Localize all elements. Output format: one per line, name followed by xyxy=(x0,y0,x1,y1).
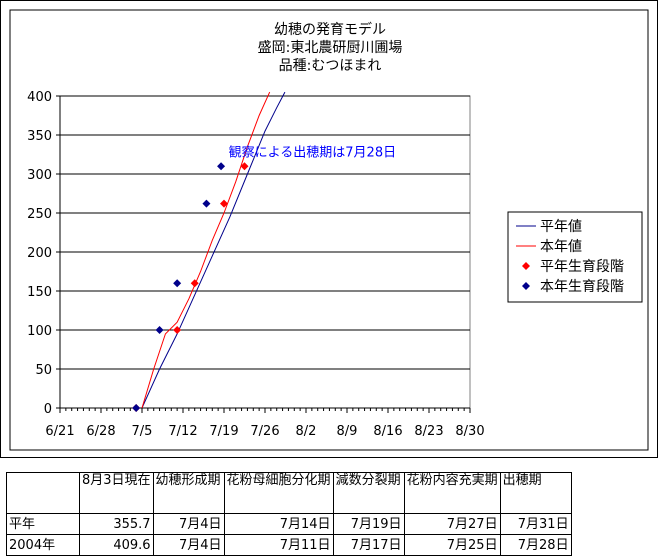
legend-swatch-marker xyxy=(522,282,530,290)
legend-label: 本年値 xyxy=(540,239,582,255)
table-header-corner xyxy=(6,472,80,514)
table-cell: 7月4日 xyxy=(152,534,225,556)
series-point xyxy=(155,326,164,334)
chart-title-line: 幼穂の発育モデル xyxy=(274,21,386,38)
table-cell: 7月14日 xyxy=(223,513,334,535)
y-tick-label: 250 xyxy=(27,207,52,222)
table-cell: 7月31日 xyxy=(499,513,572,535)
x-tick-label: 7/26 xyxy=(250,424,279,439)
x-tick-label: 6/21 xyxy=(45,424,74,439)
series-point xyxy=(202,199,211,208)
series-point xyxy=(217,162,226,171)
table-header-cell: 出穂期 xyxy=(499,472,572,514)
table-cell: 7月27日 xyxy=(403,513,501,535)
table-header-cell: 花粉内容充実期 xyxy=(403,472,501,514)
table-header-row: 8月3日現在 幼穂形成期 花粉母細胞分化期 減数分裂期 花粉内容充実期 出穂期 xyxy=(6,472,572,514)
table-row: 平年 355.7 7月4日 7月14日 7月19日 7月27日 7月31日 xyxy=(6,513,572,535)
series-point xyxy=(132,404,141,412)
x-tick-label: 8/23 xyxy=(414,424,443,439)
legend-label: 平年生育段階 xyxy=(540,259,624,275)
chart-title-line: 品種:むつほまれ xyxy=(279,58,382,74)
series-point xyxy=(173,326,182,334)
table-row: 2004年 409.6 7月4日 7月11日 7月17日 7月25日 7月28日 xyxy=(6,534,572,556)
data-table: 8月3日現在 幼穂形成期 花粉母細胞分化期 減数分裂期 花粉内容充実期 出穂期 … xyxy=(6,472,572,556)
legend-box xyxy=(507,211,643,303)
table-row-label: 平年 xyxy=(6,513,80,535)
y-tick-label: 200 xyxy=(27,246,52,261)
y-tick-label: 0 xyxy=(44,402,52,417)
chart-frame xyxy=(0,0,658,458)
table-header-cell: 減数分裂期 xyxy=(332,472,405,514)
table-cell: 409.6 xyxy=(79,534,154,556)
table-cell: 7月19日 xyxy=(332,513,405,535)
x-tick-label: 8/16 xyxy=(373,424,402,439)
x-tick-label: 7/19 xyxy=(209,424,238,439)
y-tick-label: 300 xyxy=(27,168,52,183)
chart-area-border xyxy=(9,9,649,451)
y-tick-label: 400 xyxy=(27,90,52,105)
series-line xyxy=(141,91,271,408)
x-tick-label: 6/28 xyxy=(86,424,115,439)
series-line xyxy=(141,91,286,408)
series-point xyxy=(190,279,199,288)
legend-label: 平年値 xyxy=(540,219,582,235)
y-tick-label: 100 xyxy=(27,324,52,339)
table-cell: 7月25日 xyxy=(403,534,501,556)
series-point xyxy=(220,199,228,208)
x-tick-label: 8/2 xyxy=(296,424,317,439)
table-cell: 7月11日 xyxy=(223,534,334,556)
table-header-cell: 花粉母細胞分化期 xyxy=(223,472,334,514)
legend-label: 本年生育段階 xyxy=(540,279,624,295)
chart-title-line: 盛岡:東北農研厨川圃場 xyxy=(258,40,403,56)
x-tick-label: 7/12 xyxy=(168,424,197,439)
chart-annotation: 観察による出穂期は7月28日 xyxy=(229,145,396,160)
table-header-cell: 8月3日現在 xyxy=(79,472,154,514)
table-cell: 7月17日 xyxy=(332,534,405,556)
table-cell: 7月28日 xyxy=(499,534,572,556)
y-tick-label: 350 xyxy=(27,129,52,144)
table-cell: 7月4日 xyxy=(152,513,225,535)
y-tick-label: 50 xyxy=(35,363,52,378)
table-header-cell: 幼穂形成期 xyxy=(152,472,225,514)
table-cell: 355.7 xyxy=(79,513,154,535)
x-tick-label: 8/30 xyxy=(455,424,484,439)
x-tick-label: 8/9 xyxy=(337,424,358,439)
x-tick-label: 7/5 xyxy=(132,424,153,439)
table-row-label: 2004年 xyxy=(6,534,80,556)
series-point xyxy=(240,162,249,171)
series-point xyxy=(173,279,182,288)
y-tick-label: 150 xyxy=(27,285,52,300)
legend-swatch-marker xyxy=(522,262,530,270)
